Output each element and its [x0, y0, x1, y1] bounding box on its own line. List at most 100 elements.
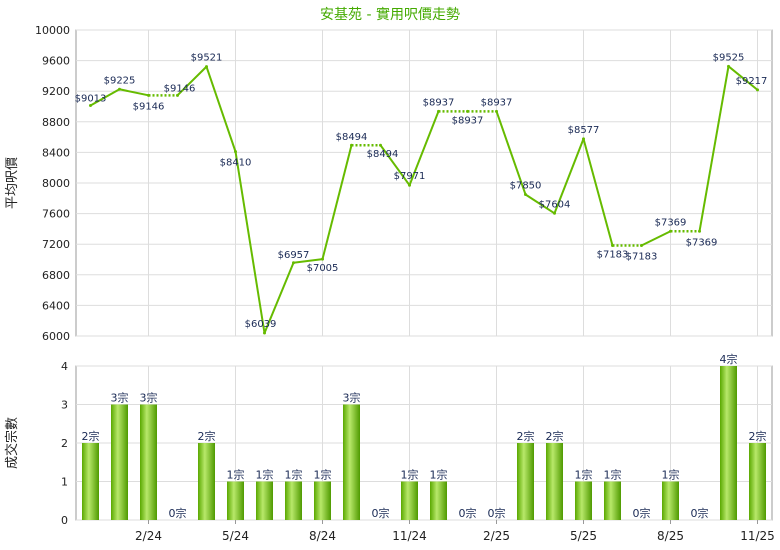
bar-value-label: 3宗 — [111, 391, 129, 405]
line-point-label: $8494 — [367, 149, 399, 160]
line-segment — [293, 258, 323, 264]
line-point-label: $7850 — [510, 180, 542, 191]
bar — [314, 481, 331, 520]
xtick-label: 5/25 — [570, 529, 597, 543]
bar — [517, 443, 534, 520]
line-point-label: $8577 — [568, 125, 600, 136]
line-point-label: $8494 — [336, 132, 368, 143]
bar — [140, 404, 157, 520]
bar — [111, 404, 128, 520]
line-segment — [119, 88, 149, 97]
bar-value-label: 1宗 — [401, 468, 419, 482]
line-point — [727, 64, 730, 68]
bar-ytick-label: 3 — [61, 399, 68, 412]
line-point-label: $9521 — [191, 53, 223, 64]
line-point-label: $9146 — [164, 83, 196, 94]
line-segment — [321, 144, 353, 260]
line-point-label: $9225 — [104, 75, 136, 86]
line-ytick-label: 8000 — [42, 177, 70, 190]
line-segment — [263, 262, 295, 334]
line-point — [553, 211, 556, 215]
bar — [343, 404, 360, 520]
bar-value-label: 0宗 — [372, 506, 390, 520]
line-segment — [495, 110, 527, 195]
line-point — [176, 93, 179, 97]
bar-ytick-label: 0 — [61, 514, 68, 527]
bar-value-label: 1宗 — [285, 468, 303, 482]
bar-value-label: 1宗 — [575, 468, 593, 482]
bar — [256, 481, 273, 520]
bar-value-label: 4宗 — [720, 352, 738, 366]
line-point-label: $7369 — [655, 217, 687, 228]
line-point — [89, 104, 92, 108]
line-point-label: $7183 — [626, 252, 658, 263]
line-segment — [582, 138, 614, 246]
line-point-label: $6957 — [278, 250, 310, 261]
bar-value-label: 1宗 — [662, 468, 680, 482]
bar-ylabel: 成交宗數 — [4, 417, 20, 469]
bar-ytick-label: 2 — [61, 437, 68, 450]
xtick-label: 2/24 — [135, 529, 162, 543]
line-point-label: $8937 — [423, 97, 455, 108]
bar — [82, 443, 99, 520]
line-point-label: $6039 — [245, 319, 277, 330]
bar — [604, 481, 621, 520]
line-segment — [641, 230, 671, 247]
bar — [575, 481, 592, 520]
line-point-label: $9525 — [713, 52, 745, 63]
line-segment — [205, 66, 237, 152]
xtick-label: 11/24 — [392, 529, 427, 543]
chart-title: 安基苑 - 實用呎價走勢 — [320, 7, 460, 23]
line-segment — [234, 151, 266, 334]
line-ytick-label: 9600 — [42, 55, 70, 68]
bar-ytick-label: 4 — [61, 360, 68, 373]
line-ytick-label: 8800 — [42, 116, 70, 129]
line-ytick-label: 6400 — [42, 299, 70, 312]
bar-value-label: 2宗 — [517, 429, 535, 443]
line-point — [321, 257, 324, 261]
bar — [662, 481, 679, 520]
bar-value-label: 2宗 — [82, 429, 100, 443]
line-point-label: $7369 — [686, 237, 718, 248]
bar — [430, 481, 447, 520]
line-segment — [408, 110, 440, 186]
line-segment — [727, 65, 759, 91]
line-ytick-label: 6000 — [42, 330, 70, 343]
bar-value-label: 1宗 — [314, 468, 332, 482]
line-point — [292, 261, 295, 265]
bar — [285, 481, 302, 520]
line-segment — [176, 65, 208, 97]
line-point-label: $8937 — [481, 97, 513, 108]
bar-value-label: 2宗 — [749, 429, 767, 443]
bar-value-label: 1宗 — [604, 468, 622, 482]
line-segment — [379, 144, 411, 186]
line-point-label: $7005 — [307, 263, 339, 274]
bar-ytick-label: 1 — [61, 476, 68, 489]
line-segment — [698, 66, 730, 232]
line-point-label: $7183 — [597, 250, 629, 261]
line-point — [263, 331, 266, 335]
line-point — [118, 87, 121, 91]
line-point-label: $8410 — [220, 158, 252, 169]
xtick-label: 5/24 — [222, 529, 249, 543]
bar-value-label: 1宗 — [227, 468, 245, 482]
line-point — [756, 88, 759, 92]
bar — [720, 366, 737, 520]
line-point — [524, 192, 527, 196]
line-point — [640, 244, 643, 248]
line-point-label: $9013 — [75, 94, 107, 105]
line-ytick-label: 8400 — [42, 146, 70, 159]
line-ytick-label: 7600 — [42, 208, 70, 221]
xtick-label: 8/24 — [309, 529, 336, 543]
line-segment — [524, 193, 556, 215]
line-point — [466, 109, 469, 113]
line-point — [698, 229, 701, 233]
line-point — [234, 150, 237, 154]
line-point — [147, 93, 150, 97]
line-ytick-label: 6800 — [42, 269, 70, 282]
line-ylabel: 平均呎價 — [5, 157, 20, 209]
bar — [401, 481, 418, 520]
bar — [198, 443, 215, 520]
xtick-label: 8/25 — [657, 529, 684, 543]
